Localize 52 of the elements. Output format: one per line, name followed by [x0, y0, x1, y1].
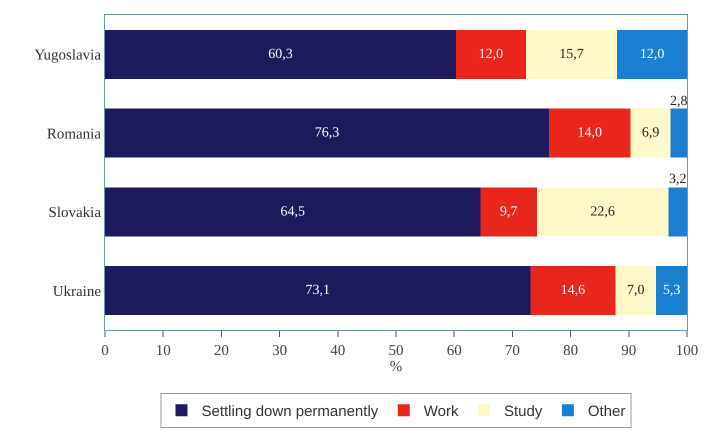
data-label: 6,9	[642, 126, 660, 141]
x-tick-label: 70	[504, 343, 520, 359]
data-label: 76,3	[314, 126, 340, 141]
x-tick-label: 50	[388, 343, 404, 359]
bar	[105, 30, 456, 79]
bar	[615, 266, 656, 316]
bar	[656, 266, 687, 316]
data-label: 14,6	[560, 283, 586, 298]
legend-label: Work	[424, 403, 459, 420]
data-label: 7,0	[627, 283, 645, 298]
data-label: 14,0	[578, 126, 602, 141]
y-tick-label: Romania	[46, 126, 102, 142]
bar	[530, 266, 616, 316]
x-tick-label: 60	[446, 343, 462, 359]
data-label: 5,3	[662, 283, 680, 298]
data-label: 22,6	[590, 204, 615, 220]
y-tick-label: Yugoslavia	[34, 48, 102, 64]
data-label: 73,1	[305, 283, 330, 298]
data-label: 3,2	[669, 172, 686, 187]
bar	[549, 108, 631, 158]
legend-label: Study	[504, 403, 543, 420]
bar	[456, 30, 526, 79]
bar	[536, 187, 668, 236]
y-tick-label: Slovakia	[48, 205, 102, 222]
x-tick-label: 80	[563, 343, 578, 359]
x-tick-label: 90	[621, 343, 636, 359]
data-label: 64,5	[280, 204, 305, 220]
x-tick-label: 20	[214, 343, 229, 359]
y-tick-label: Ukraine	[52, 284, 102, 300]
bar	[526, 30, 618, 79]
data-label: 15,7	[559, 46, 584, 62]
bar	[105, 266, 530, 316]
x-tick-label: 100	[676, 343, 698, 359]
data-label: 12,0	[640, 46, 664, 62]
bar	[668, 187, 687, 236]
x-axis-title: %	[390, 359, 402, 375]
bar	[105, 108, 550, 158]
data-label: 9,7	[500, 204, 518, 220]
bar	[480, 187, 537, 236]
legend-label: Settling down permanently	[202, 403, 379, 420]
bar	[105, 187, 480, 236]
bar	[617, 30, 687, 79]
bar	[630, 108, 671, 158]
data-label: 12,0	[478, 46, 504, 62]
bar	[670, 108, 687, 158]
x-tick-label: 10	[156, 343, 171, 359]
x-tick-label: 40	[330, 343, 346, 359]
x-tick-label: 30	[272, 343, 288, 359]
x-tick-label: 0	[101, 343, 109, 359]
data-label: 60,3	[268, 46, 293, 62]
legend-label: Other	[588, 403, 626, 420]
data-label: 2,8	[670, 94, 688, 109]
